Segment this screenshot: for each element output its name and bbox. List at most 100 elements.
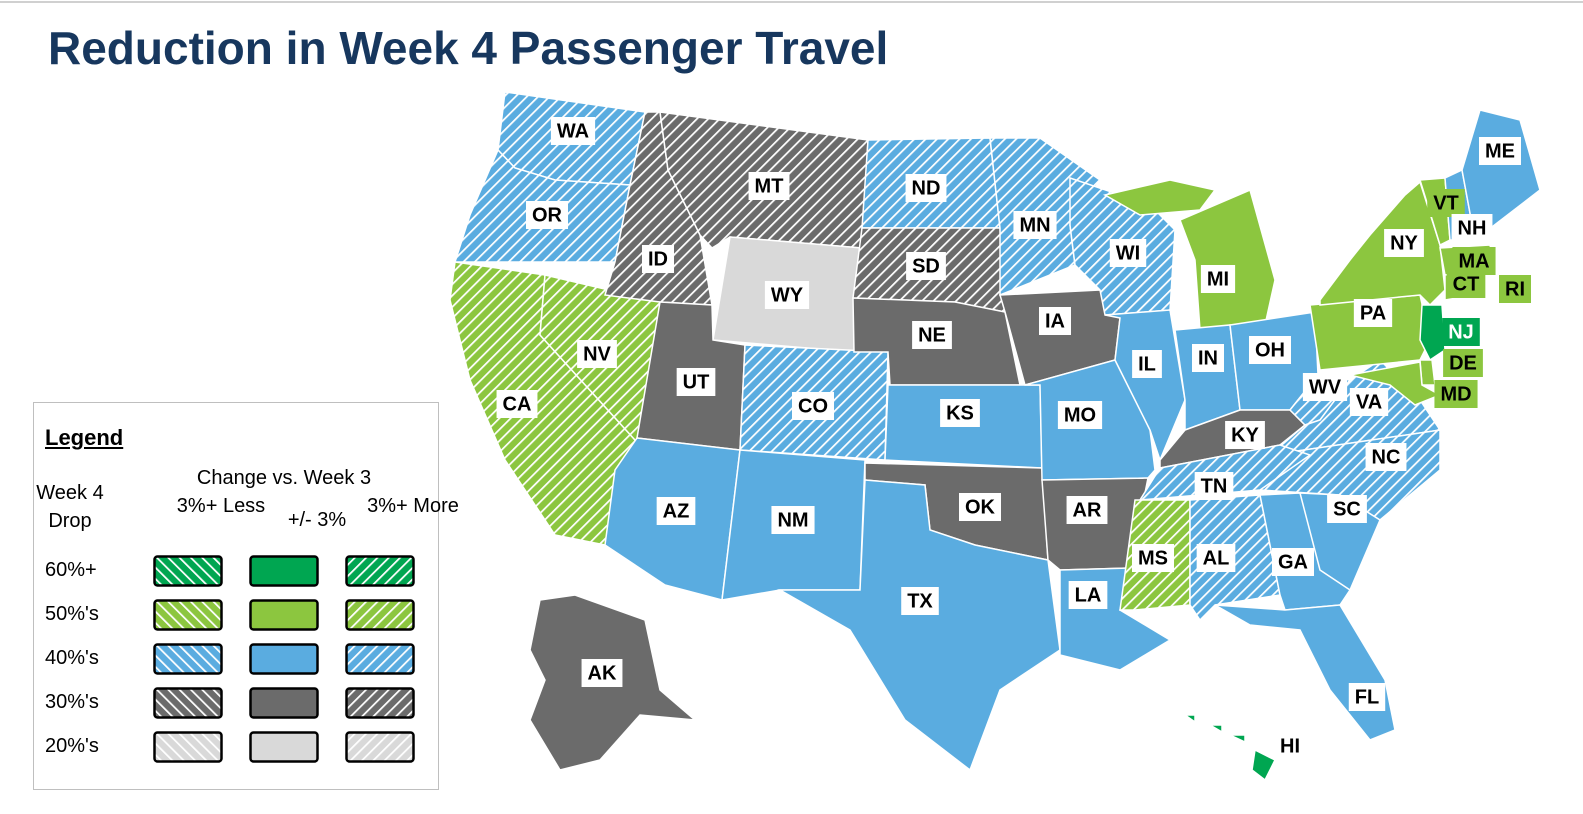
state-label: OH (1255, 339, 1285, 361)
state-label: WA (557, 120, 589, 142)
state-label: NY (1390, 232, 1418, 254)
legend-swatch (153, 731, 223, 763)
legend-swatch (153, 643, 223, 675)
label-box (1446, 270, 1486, 298)
state-label: KS (946, 402, 974, 424)
label-box (1196, 544, 1236, 572)
legend-swatch (153, 555, 223, 587)
state-label: AL (1203, 547, 1230, 569)
legend-swatch (249, 687, 319, 719)
state-label: DE (1449, 352, 1477, 374)
label-box (676, 368, 716, 396)
state-label: KY (1231, 424, 1259, 446)
state-label: NV (583, 343, 611, 365)
label-box (1443, 349, 1483, 377)
label-box (1348, 683, 1386, 711)
label-box (1479, 137, 1521, 165)
state-label: MS (1138, 547, 1168, 569)
label-box (748, 172, 790, 200)
state-label: IN (1198, 347, 1218, 369)
state-label: UT (683, 371, 710, 393)
label-box (1272, 548, 1314, 576)
state-label: PA (1360, 302, 1386, 324)
legend-column-label: 3%+ Less (176, 495, 266, 517)
state-label: NH (1458, 217, 1487, 239)
state-label: NC (1372, 446, 1401, 468)
legend-title: Legend (45, 425, 124, 450)
legend-swatch (345, 555, 415, 587)
legend-column-label: +/- 3% (287, 509, 347, 531)
state-label: GA (1278, 551, 1308, 573)
label-box (1013, 211, 1057, 239)
label-box (526, 201, 568, 229)
state-label: IA (1045, 310, 1065, 332)
state-label: AZ (663, 500, 690, 522)
legend-row-label: 40%'s (45, 647, 99, 669)
state-label: NE (918, 324, 946, 346)
state (1214, 604, 1396, 741)
state-label: WY (771, 284, 804, 306)
state-label: ND (912, 177, 941, 199)
label-box (1194, 472, 1234, 500)
label-box (550, 117, 596, 145)
label-box (1039, 307, 1071, 335)
state-label: RI (1505, 278, 1525, 300)
label-box (901, 587, 939, 615)
label-box (1365, 443, 1407, 471)
label-box (905, 174, 947, 202)
label-box (1132, 544, 1174, 572)
state-label: MI (1207, 268, 1229, 290)
state-label: TX (907, 590, 933, 612)
label-box (1225, 421, 1265, 449)
label-box (1192, 344, 1224, 372)
state-label: VT (1433, 192, 1459, 214)
legend-column-header: Change vs. Week 3 (196, 467, 372, 489)
label-box (1427, 189, 1465, 217)
state-label: OR (532, 204, 563, 226)
label-box (656, 497, 696, 525)
state-label: WV (1309, 376, 1342, 398)
label-box (1132, 350, 1162, 378)
label-box (1068, 581, 1108, 609)
label-box (1451, 214, 1493, 242)
legend-swatch (153, 599, 223, 631)
state (1419, 304, 1446, 362)
legend: Legend Week 4 Drop Change vs. Week 3 3%+… (33, 402, 459, 790)
state-label: NM (777, 509, 808, 531)
legend-swatch (345, 731, 415, 763)
legend-row-label: 30%'s (45, 691, 99, 713)
state-label: AK (588, 662, 617, 684)
legend-grid: 3%+ Less +/- 3% 3%+ More 60%+ 50%'s 40%'s 30%'… (34, 403, 459, 789)
label-box (1442, 318, 1480, 346)
label-box (1349, 388, 1389, 416)
label-box (1302, 373, 1348, 401)
state (1182, 714, 1277, 782)
state-labels: WA OR CA NV ID MT WY UT CO AZ NM ND SD NE KS OK TX MN IA MO… (496, 117, 1531, 757)
legend-swatch (345, 599, 415, 631)
label-box (1384, 229, 1424, 257)
state-label: MO (1064, 404, 1096, 426)
label-box (1200, 265, 1236, 293)
label-box (940, 399, 980, 427)
state-label: OK (965, 496, 996, 518)
state-label: VA (1356, 391, 1382, 413)
legend-swatch (249, 643, 319, 675)
legend-row-header: Week 4 Drop (36, 482, 104, 532)
state-label: IL (1138, 353, 1156, 375)
state-label: CT (1453, 273, 1480, 295)
state (1104, 309, 1186, 463)
label-box (792, 392, 834, 420)
label-box (1434, 380, 1478, 408)
label-box (1327, 495, 1367, 523)
state-label: LA (1075, 584, 1102, 606)
state-label: SD (912, 255, 940, 277)
label-box (1249, 336, 1291, 364)
state-label: MN (1019, 214, 1050, 236)
state-label: AR (1073, 499, 1102, 521)
state (777, 479, 1061, 772)
state-label: NJ (1448, 321, 1474, 343)
label-box (764, 281, 810, 309)
label-box (496, 390, 538, 418)
